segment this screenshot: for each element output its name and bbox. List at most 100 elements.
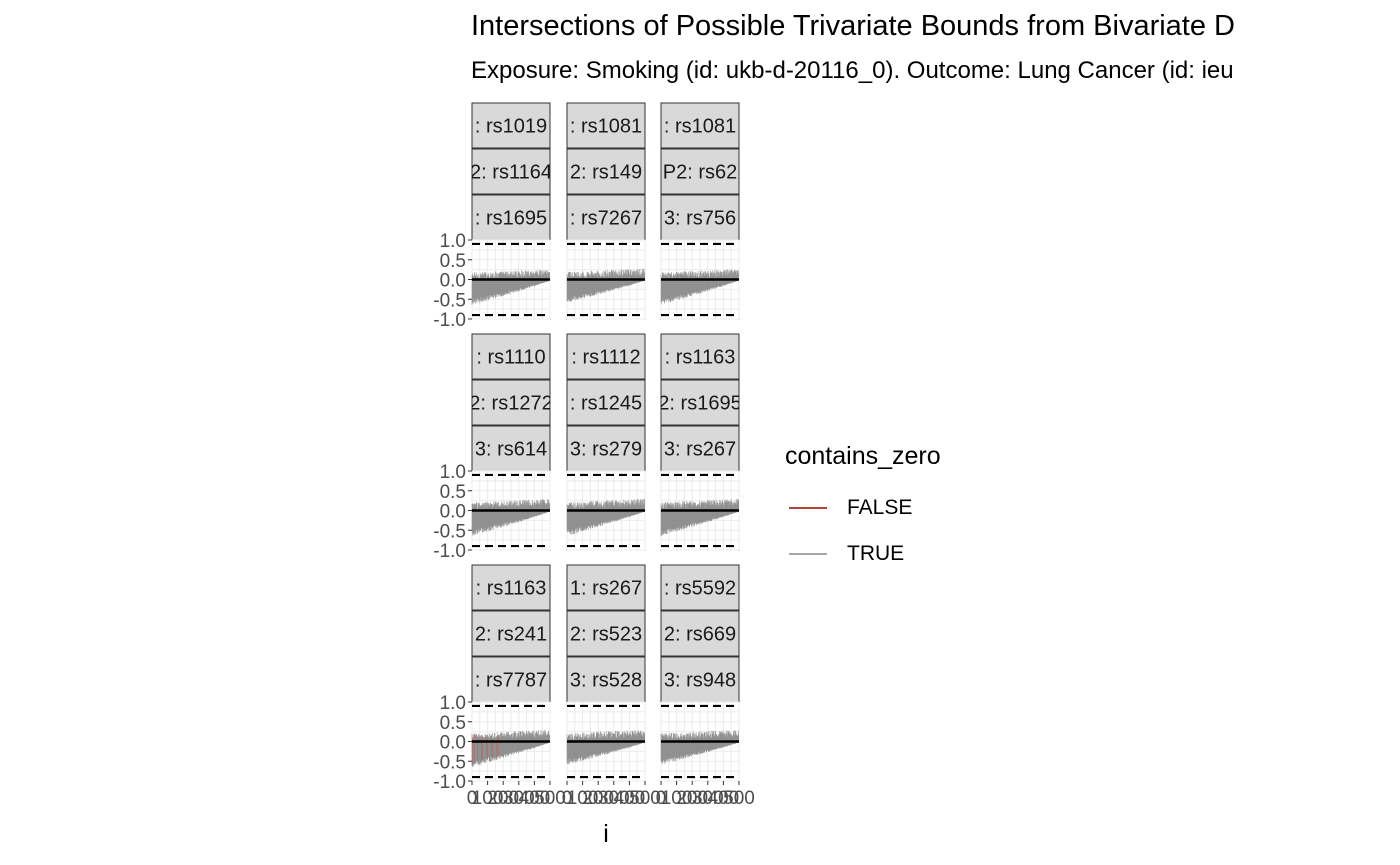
y-tick-label: -1.0: [433, 310, 466, 331]
strip-label: : rs1112: [571, 347, 640, 369]
strip-label: 3: rs528: [570, 670, 642, 692]
y-tick-label: 1.0: [440, 693, 466, 714]
x-tick-label: 400: [614, 788, 646, 809]
strip-label: 2: rs523: [570, 624, 642, 646]
y-tick-label: 1.0: [440, 231, 466, 252]
y-axis: 1.00.50.0-0.5-1.0: [433, 693, 472, 793]
strip-background: [471, 656, 551, 703]
facet-panel: : rs1081 2: rs149: rs7267: [566, 102, 646, 320]
legend-label-false: FALSE: [847, 496, 913, 519]
y-axis: 1.00.50.0-0.5-1.0: [433, 462, 472, 562]
facet-grid: : rs1019 2: rs1164 : rs1695 : rs1081 2: rs14…: [470, 102, 741, 782]
y-axes: 1.00.50.0-0.5-1.01.00.50.0-0.5-1.01.00.5…: [433, 231, 472, 793]
strip-background: [471, 379, 551, 426]
y-tick-label: 0.0: [440, 271, 466, 292]
facet-panel: : rs1112 : rs1245 3: rs279: [566, 333, 646, 551]
strip-background: [660, 333, 740, 380]
facet-strip: : rs1081: [660, 102, 740, 149]
strip-label: : rs1019: [475, 116, 547, 138]
strip-background: [660, 564, 740, 611]
facet-strip: 3: rs756: [660, 194, 740, 241]
strip-label: 3: rs948: [664, 670, 736, 692]
legend-title: contains_zero: [785, 442, 941, 470]
facet-strip: 2: rs149: [566, 148, 646, 195]
facet-panel: 1: rs267 2: rs523 3: rs528: [566, 564, 646, 782]
strip-background: [660, 379, 740, 426]
y-tick-label: 0.5: [440, 713, 466, 734]
strip-label: 2: rs241: [475, 624, 547, 646]
strip-label: : rs1081: [570, 116, 642, 138]
strip-background: [471, 333, 551, 380]
y-tick-label: 1.0: [440, 462, 466, 483]
facet-strip: 3: rs267: [660, 425, 740, 472]
strip-background: [660, 102, 740, 149]
y-tick-label: -0.5: [433, 290, 466, 311]
facet-panel: : rs1019 2: rs1164 : rs1695: [470, 102, 552, 320]
strip-background: [660, 148, 740, 195]
facet-strip: : rs1163: [660, 333, 740, 380]
x-tick-label: 100: [567, 788, 599, 809]
interval-series: [660, 729, 739, 765]
strip-label: 2: rs1695: [658, 393, 741, 415]
x-tick-label: 0: [467, 788, 478, 809]
legend-label-true: TRUE: [847, 542, 905, 565]
x-tick-label: 200: [676, 788, 708, 809]
x-tick-label: 300: [692, 788, 724, 809]
x-tick-label: 0: [562, 788, 573, 809]
facet-strip: : rs1163: [471, 564, 551, 611]
strip-background: [566, 610, 646, 657]
facet-panel: : rs1081 P2: rs62 3: rs756: [660, 102, 740, 320]
x-tick-label: 100: [661, 788, 693, 809]
facet-strip: 2: rs669: [660, 610, 740, 657]
x-axis-label: i: [603, 820, 609, 848]
x-tick-label: 200: [582, 788, 614, 809]
x-tick-label: 0: [656, 788, 667, 809]
strip-label: 2: rs1164: [470, 162, 552, 184]
strip-background: [566, 102, 646, 149]
facet-strip: 2: rs1272: [471, 379, 551, 426]
x-tick-label: 500: [534, 788, 566, 809]
x-axes: 0100200300400500010020030040050001002003…: [467, 781, 755, 809]
strip-label: : rs1163: [476, 578, 547, 600]
y-axis: 1.00.50.0-0.5-1.0: [433, 231, 472, 331]
strip-label: : rs1081: [664, 116, 736, 138]
strip-background: [471, 102, 551, 149]
facet-strip: 3: rs948: [660, 656, 740, 703]
strip-label: 3: rs279: [570, 439, 642, 461]
strip-label: : rs7787: [475, 670, 547, 692]
strip-label: : rs1245: [570, 393, 642, 415]
x-tick-label: 500: [723, 788, 755, 809]
strip-background: [566, 148, 646, 195]
facet-strip: : rs1695: [471, 194, 551, 241]
facet-strip: P2: rs62: [660, 148, 740, 195]
legend: contains_zero FALSE TRUE: [785, 442, 941, 565]
strip-background: [660, 656, 740, 703]
facet-panel: : rs1110 2: rs1272 3: rs614: [471, 333, 551, 551]
facet-strip: 2: rs1164: [470, 148, 552, 195]
strip-label: 3: rs614: [475, 439, 547, 461]
strip-label: 2: rs669: [664, 624, 736, 646]
strip-background: [566, 564, 646, 611]
strip-label: : rs1110: [476, 347, 545, 369]
x-tick-label: 300: [503, 788, 535, 809]
y-tick-label: 0.5: [440, 251, 466, 272]
chart-subtitle: Exposure: Smoking (id: ukb-d-20116_0). O…: [471, 57, 1234, 84]
facet-strip: : rs1081: [566, 102, 646, 149]
strip-label: P2: rs62: [663, 162, 737, 184]
x-tick-label: 500: [629, 788, 661, 809]
strip-label: 3: rs756: [664, 208, 736, 230]
strip-background: [471, 194, 551, 241]
strip-background: [660, 610, 740, 657]
strip-label: 2: rs149: [570, 162, 642, 184]
strip-background: [471, 148, 551, 195]
y-tick-label: -0.5: [433, 521, 466, 542]
y-tick-label: -1.0: [433, 541, 466, 562]
legend-swatch-true: [789, 553, 827, 555]
facet-panel: : rs1163 2: rs1695 3: rs267: [658, 333, 741, 551]
strip-background: [471, 564, 551, 611]
facet-strip: 2: rs1695: [658, 379, 741, 426]
